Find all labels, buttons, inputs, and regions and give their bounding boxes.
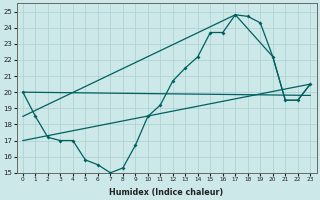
X-axis label: Humidex (Indice chaleur): Humidex (Indice chaleur): [109, 188, 224, 197]
